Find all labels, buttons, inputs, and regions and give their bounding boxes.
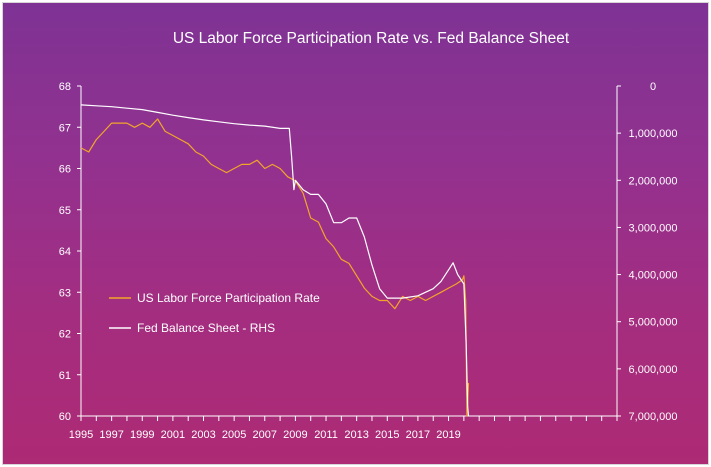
y-left-tick-label: 60 bbox=[59, 411, 71, 423]
chart-svg: US Labor Force Participation Rate vs. Fe… bbox=[59, 30, 678, 441]
x-tick-label: 1997 bbox=[99, 429, 123, 441]
y-left-tick-label: 63 bbox=[59, 287, 71, 299]
y-left-tick-label: 64 bbox=[59, 246, 71, 258]
x-tick-label: 2013 bbox=[344, 429, 368, 441]
y-right-tick-label: 1,000,000 bbox=[629, 128, 678, 140]
legend-label-fed-balance-sheet: Fed Balance Sheet - RHS bbox=[137, 321, 275, 335]
y-left-tick-label: 65 bbox=[59, 205, 71, 217]
y-right-tick-label: 6,000,000 bbox=[629, 364, 678, 376]
chart-title: US Labor Force Participation Rate vs. Fe… bbox=[173, 30, 570, 47]
y-right-tick-label: 4,000,000 bbox=[629, 270, 678, 282]
y-left-tick-label: 67 bbox=[59, 122, 71, 134]
y-right-tick-label: 2,000,000 bbox=[629, 175, 678, 187]
x-tick-label: 1999 bbox=[130, 429, 154, 441]
x-tick-label: 2007 bbox=[253, 429, 277, 441]
x-tick-label: 2005 bbox=[222, 429, 246, 441]
x-tick-label: 2011 bbox=[314, 429, 338, 441]
x-tick-label: 1995 bbox=[69, 429, 93, 441]
y-right-tick-label: 3,000,000 bbox=[629, 222, 678, 234]
y-left-tick-label: 66 bbox=[59, 164, 71, 176]
y-right-tick-label: 0 bbox=[650, 81, 656, 93]
x-tick-label: 2001 bbox=[161, 429, 185, 441]
y-right-tick-label: 5,000,000 bbox=[629, 317, 678, 329]
series-line-labor-force-participation bbox=[80, 118, 470, 417]
legend-label-labor-force-participation: US Labor Force Participation Rate bbox=[137, 291, 320, 305]
x-tick-label: 2017 bbox=[406, 429, 430, 441]
x-tick-label: 2015 bbox=[375, 429, 399, 441]
y-left-tick-label: 62 bbox=[59, 329, 71, 341]
x-tick-label: 2009 bbox=[283, 429, 307, 441]
series-line-fed-balance-sheet bbox=[80, 104, 470, 417]
y-left-tick-label: 61 bbox=[59, 370, 71, 382]
x-tick-label: 2003 bbox=[191, 429, 215, 441]
y-right-tick-label: 7,000,000 bbox=[629, 411, 678, 423]
x-tick-label: 2019 bbox=[436, 429, 460, 441]
y-left-tick-label: 68 bbox=[59, 81, 71, 93]
